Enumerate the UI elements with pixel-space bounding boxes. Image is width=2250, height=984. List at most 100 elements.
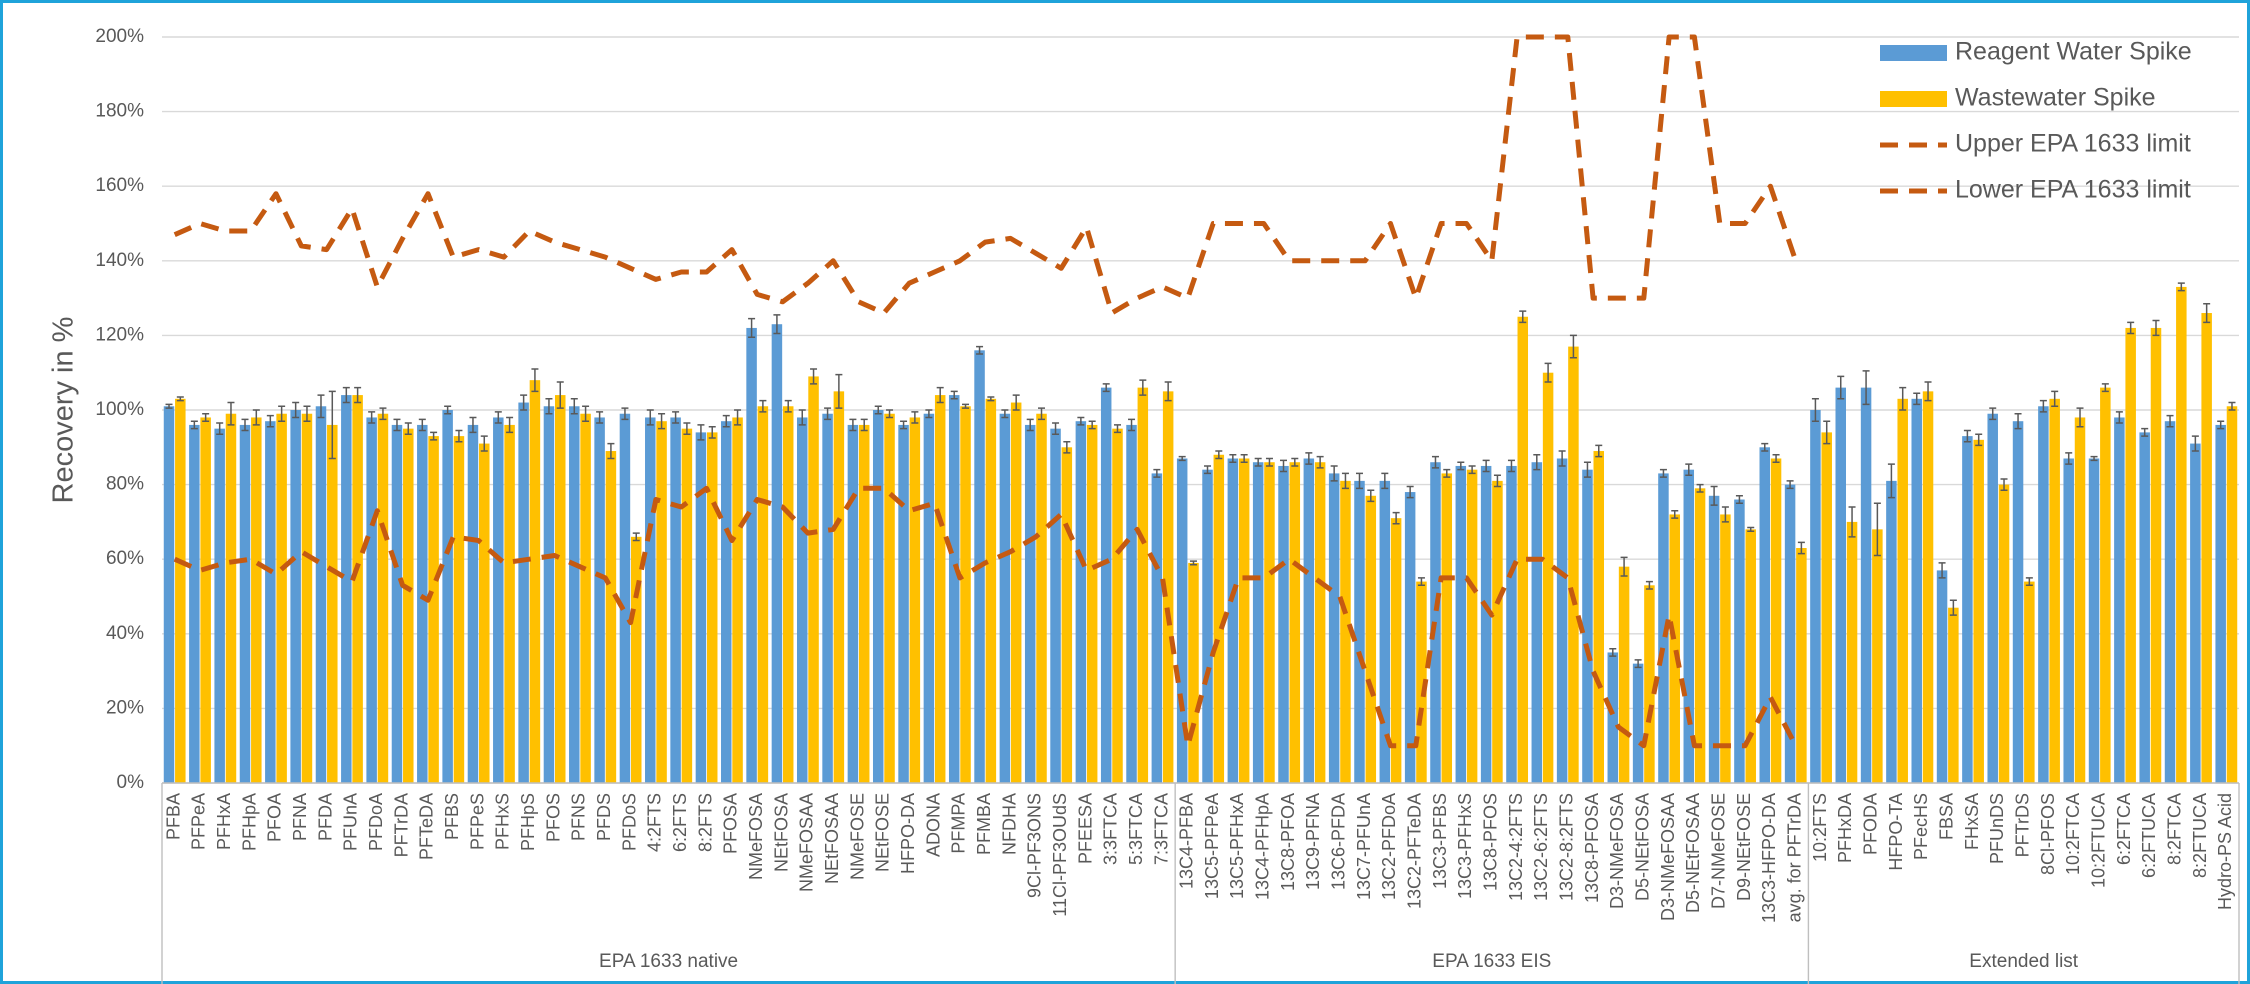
bar: [467, 424, 479, 783]
x-tick-label: 13C8-PFOA: [1278, 793, 1298, 891]
error-bar: [722, 414, 730, 428]
error-bar: [1164, 381, 1172, 402]
error-bar: [1837, 375, 1845, 400]
x-tick-label: NMeFOSAA: [797, 793, 817, 892]
error-bar: [900, 420, 908, 430]
bar: [695, 432, 707, 783]
y-tick-label: 180%: [95, 101, 144, 122]
x-tick-label: 10:2FTCA: [2063, 793, 2083, 875]
error-bar: [1063, 440, 1071, 454]
bar: [898, 424, 909, 783]
error-bar: [480, 435, 488, 452]
legend-label: Wastewater Spike: [1955, 84, 2156, 112]
x-tick-label: PFTrDS: [2012, 793, 2032, 857]
x-tick-label: 13C4-PFHpA: [1253, 793, 1273, 900]
bar: [2125, 327, 2136, 783]
bar: [366, 417, 377, 783]
x-tick-label: 13C8-PFOSA: [1582, 793, 1602, 903]
x-tick-label: 11Cl-PF3OUdS: [1050, 793, 1070, 917]
x-tick-label: 13C2-6:2FTS: [1531, 793, 1551, 901]
x-tick-label: PFDS: [594, 793, 614, 841]
error-bar: [1139, 379, 1147, 396]
error-bar: [2014, 412, 2022, 430]
error-bar: [2217, 420, 2225, 430]
bar: [518, 402, 529, 783]
bar: [1720, 514, 1731, 783]
error-bar: [545, 398, 553, 415]
bar: [1010, 402, 1022, 783]
bar: [1162, 391, 1174, 783]
bar: [1962, 436, 1973, 783]
x-tick-label: FHxSA: [1962, 793, 1982, 850]
x-tick-label: NMeFOSA: [746, 793, 766, 880]
bar: [2176, 286, 2187, 783]
bar: [1086, 424, 1098, 783]
error-bar: [2000, 478, 2008, 491]
error-bar: [976, 345, 984, 355]
bar: [1618, 566, 1630, 783]
bar: [1340, 480, 1351, 783]
y-tick-label: 80%: [106, 474, 144, 495]
x-tick-label: 13C9-PFNA: [1303, 793, 1323, 890]
y-tick-label: 140%: [95, 250, 144, 271]
bar: [2139, 432, 2150, 783]
error-bar: [1482, 459, 1490, 473]
error-bar: [936, 386, 944, 404]
bar: [175, 398, 186, 783]
error-bar: [1533, 454, 1541, 471]
bar: [403, 428, 414, 783]
error-bar: [2166, 414, 2174, 428]
x-tick-label: 8Cl-PFOS: [2038, 793, 2058, 875]
error-bar: [1924, 381, 1932, 402]
error-bar: [759, 399, 767, 413]
bar: [808, 376, 819, 783]
x-tick-label: D5-NEtFOSA: [1633, 793, 1653, 901]
bar: [529, 380, 541, 783]
bar: [1441, 473, 1453, 783]
x-tick-label: 4:2FTS: [645, 793, 665, 852]
error-bar: [379, 407, 387, 421]
bar: [782, 406, 794, 783]
bar: [1886, 480, 1897, 783]
x-tick-label: 13C3-PFHxS: [1455, 793, 1475, 899]
bar: [1998, 484, 2010, 783]
x-tick-label: NEtFOSE: [873, 793, 893, 872]
error-bar: [784, 399, 792, 413]
error-bar: [292, 401, 300, 419]
bar: [1770, 458, 1782, 783]
legend-swatch: [1880, 45, 1947, 61]
error-bar: [950, 390, 958, 400]
error-bar: [2090, 455, 2098, 462]
error-bar: [2141, 427, 2149, 437]
error-bar: [1178, 455, 1186, 462]
x-tick-label: PFMBA: [974, 793, 994, 855]
bar: [1466, 469, 1478, 783]
bar: [1289, 462, 1301, 783]
legend-label: Reagent Water Spike: [1955, 38, 2192, 66]
y-tick-label: 20%: [106, 697, 144, 718]
bar: [872, 410, 884, 783]
x-tick-label: 5:3FTCA: [1126, 793, 1146, 865]
limit-line: [173, 34, 1799, 316]
bar: [645, 417, 656, 783]
x-tick-label: D7-NMeFOSE: [1709, 793, 1729, 909]
bar: [1517, 316, 1529, 783]
bar: [999, 413, 1011, 783]
error-bar: [925, 409, 933, 419]
x-tick-label: 13C7-PFUnA: [1354, 793, 1374, 900]
error-bar: [1761, 442, 1769, 452]
x-tick-label: PFOA: [265, 793, 285, 842]
x-tick-label: PFOS: [543, 793, 563, 842]
x-tick-label: PFODA: [1860, 793, 1880, 855]
bar: [1556, 458, 1568, 783]
error-bar: [1493, 474, 1501, 488]
bar: [2226, 406, 2238, 783]
bar: [2190, 443, 2201, 783]
bar: [721, 421, 732, 783]
error-bar: [697, 424, 705, 441]
y-axis-title: Recovery in %: [48, 317, 80, 504]
bar: [290, 410, 301, 783]
error-bar: [506, 416, 514, 434]
error-bar: [241, 418, 249, 432]
bar: [1810, 410, 1821, 783]
